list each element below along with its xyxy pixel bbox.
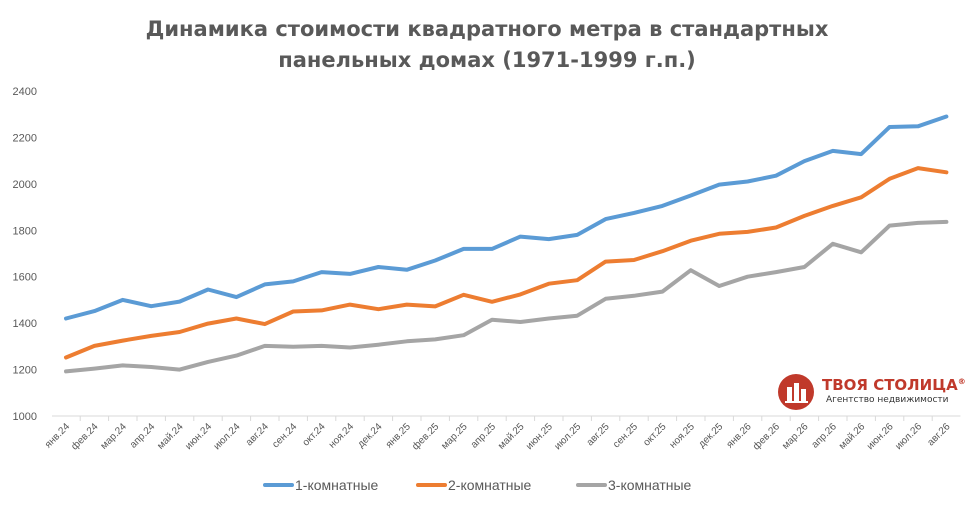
y-tick-label: 1600 <box>13 272 37 284</box>
chart-title-line-1: Динамика стоимости квадратного метра в с… <box>145 17 829 41</box>
x-tick-label: ноя.25 <box>668 421 698 451</box>
logo-registered-mark: ® <box>957 377 966 386</box>
building-logo-icon <box>778 374 814 410</box>
chart-title-line-2: панельных домах (1971-1999 г.п.) <box>278 48 696 72</box>
y-tick-label: 1200 <box>13 365 37 377</box>
logo-name-text: ТВОЯ СТОЛИЦА <box>822 376 958 394</box>
x-tick-label: окт.25 <box>641 421 668 448</box>
y-tick-label: 2200 <box>13 132 37 144</box>
x-tick-label: янв.24 <box>43 421 72 450</box>
y-tick-label: 2400 <box>13 86 37 98</box>
series-line-3 <box>64 219 949 374</box>
x-tick-label: авг.26 <box>926 421 953 448</box>
x-tick-label: июл.26 <box>893 421 924 452</box>
agency-logo: ТВОЯ СТОЛИЦА® Агентство недвижимости <box>778 374 968 410</box>
chart-title: Динамика стоимости квадратного метра в с… <box>0 14 974 76</box>
x-tick-label: июн.25 <box>524 421 555 452</box>
x-tick-label: окт.24 <box>301 421 328 448</box>
x-tick-label: май.24 <box>155 421 186 452</box>
legend-label-2: 2-комнатные <box>448 477 532 493</box>
y-tick-label: 1400 <box>13 318 37 330</box>
y-tick-label: 1800 <box>13 225 37 237</box>
x-tick-label: янв.25 <box>384 421 413 450</box>
x-tick-label: апр.24 <box>128 421 158 451</box>
x-tick-label: июн.24 <box>183 421 214 452</box>
x-tick-label: сен.25 <box>611 421 640 450</box>
x-tick-label: июл.25 <box>552 421 583 452</box>
x-tick-label: авг.24 <box>244 421 271 448</box>
y-tick-label: 1000 <box>13 411 37 423</box>
x-tick-label: апр.26 <box>810 421 840 451</box>
x-tick-label: фев.25 <box>409 420 441 452</box>
x-tick-label: июн.26 <box>865 421 896 452</box>
x-tick-label: дек.25 <box>697 421 726 450</box>
x-tick-label: фев.26 <box>750 420 782 452</box>
x-tick-label: ноя.24 <box>327 421 357 451</box>
x-tick-label: дек.24 <box>356 421 385 450</box>
x-tick-label: май.26 <box>837 421 868 452</box>
x-tick-label: сен.24 <box>270 421 299 450</box>
logo-subtitle: Агентство недвижимости <box>826 395 949 405</box>
x-tick-label: мар.25 <box>439 421 470 452</box>
legend-label-1: 1-комнатные <box>295 477 379 493</box>
x-tick-label: мар.24 <box>99 421 130 452</box>
x-tick-label: мар.26 <box>780 421 811 452</box>
x-tick-label: май.25 <box>496 421 527 452</box>
series-line-2 <box>64 166 949 360</box>
x-tick-label: июл.24 <box>212 421 243 452</box>
x-tick-label: авг.25 <box>585 421 612 448</box>
x-tick-label: апр.25 <box>469 421 499 451</box>
series-line-1 <box>64 114 949 321</box>
legend-label-3: 3-комнатные <box>608 477 692 493</box>
x-tick-label: янв.26 <box>725 421 754 450</box>
x-tick-label: фев.24 <box>69 420 101 452</box>
logo-name: ТВОЯ СТОЛИЦА® <box>822 376 966 394</box>
y-tick-label: 2000 <box>13 179 37 191</box>
